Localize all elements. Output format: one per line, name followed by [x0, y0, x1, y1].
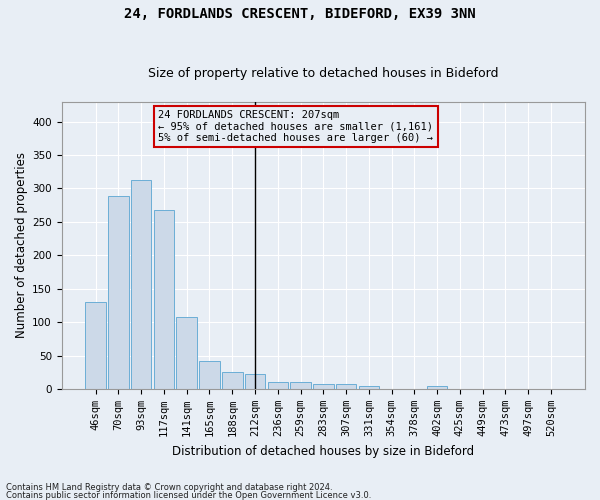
- Bar: [427, 386, 448, 389]
- Bar: [336, 384, 356, 389]
- Y-axis label: Number of detached properties: Number of detached properties: [15, 152, 28, 338]
- Title: Size of property relative to detached houses in Bideford: Size of property relative to detached ho…: [148, 66, 499, 80]
- Bar: [131, 180, 151, 389]
- Bar: [359, 386, 379, 389]
- X-axis label: Distribution of detached houses by size in Bideford: Distribution of detached houses by size …: [172, 444, 475, 458]
- Bar: [268, 382, 288, 389]
- Bar: [199, 361, 220, 389]
- Text: Contains public sector information licensed under the Open Government Licence v3: Contains public sector information licen…: [6, 490, 371, 500]
- Bar: [154, 210, 174, 389]
- Bar: [222, 372, 242, 389]
- Text: 24 FORDLANDS CRESCENT: 207sqm
← 95% of detached houses are smaller (1,161)
5% of: 24 FORDLANDS CRESCENT: 207sqm ← 95% of d…: [158, 110, 433, 144]
- Text: 24, FORDLANDS CRESCENT, BIDEFORD, EX39 3NN: 24, FORDLANDS CRESCENT, BIDEFORD, EX39 3…: [124, 8, 476, 22]
- Bar: [85, 302, 106, 389]
- Bar: [245, 374, 265, 389]
- Bar: [313, 384, 334, 389]
- Bar: [290, 382, 311, 389]
- Bar: [176, 316, 197, 389]
- Text: Contains HM Land Registry data © Crown copyright and database right 2024.: Contains HM Land Registry data © Crown c…: [6, 484, 332, 492]
- Bar: [108, 196, 128, 389]
